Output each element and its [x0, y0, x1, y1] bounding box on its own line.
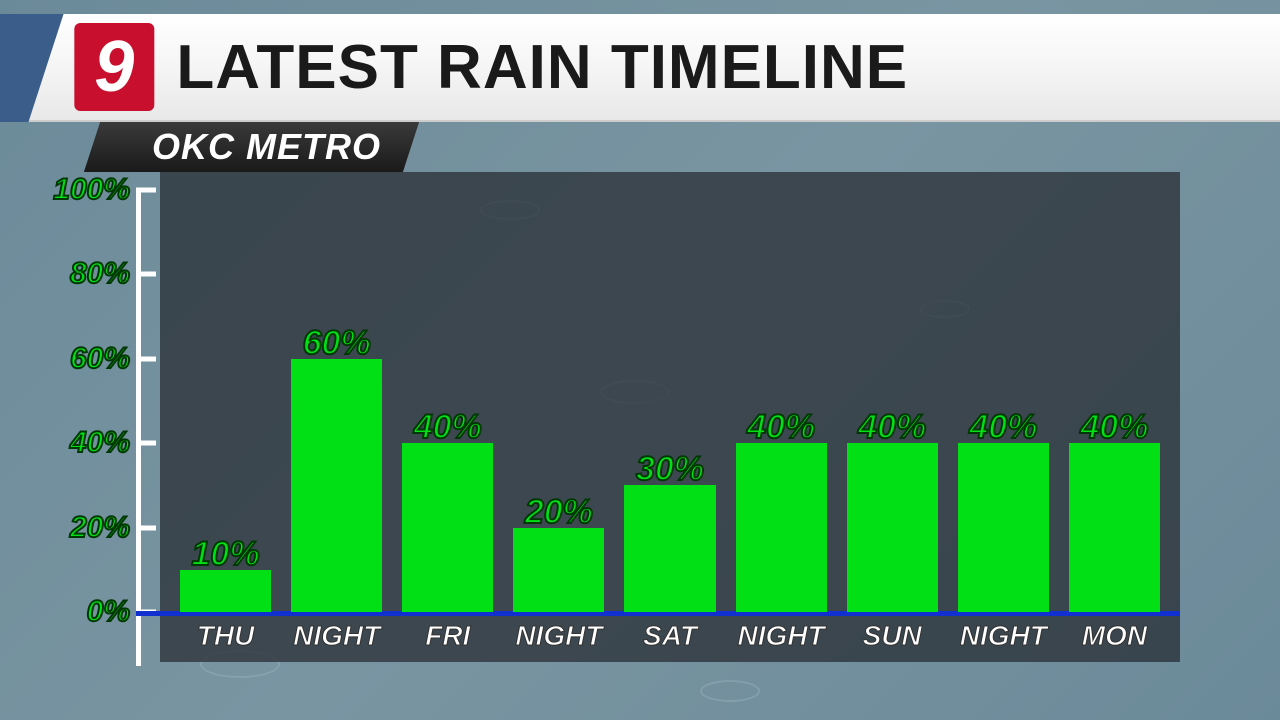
y-tick-label: 100% [53, 173, 130, 207]
station-logo: 9 [74, 23, 154, 111]
bar-group: 30% [614, 190, 725, 612]
bar-group: 10% [170, 190, 281, 612]
x-axis-label: NIGHT [726, 620, 837, 652]
bar-group: 20% [503, 190, 614, 612]
x-axis-label: SUN [837, 620, 948, 652]
x-axis-label: FRI [392, 620, 503, 652]
y-axis-line [136, 190, 141, 666]
x-labels: THUNIGHTFRINIGHTSATNIGHTSUNNIGHTMON [170, 620, 1170, 652]
bar-group: 40% [948, 190, 1059, 612]
subtitle-bar: OKC METRO [84, 122, 419, 172]
bar-group: 40% [726, 190, 837, 612]
subtitle-text: OKC METRO [152, 126, 381, 168]
x-axis-label: MON [1059, 620, 1170, 652]
bar-value-label: 40% [969, 408, 1037, 447]
bar [513, 528, 604, 612]
y-tick-label: 20% [70, 511, 130, 545]
bar-group: 40% [1059, 190, 1170, 612]
x-axis-label: THU [170, 620, 281, 652]
bar [291, 359, 382, 612]
rain-chart: 0% 20% 40% 60% 80% 100% 10% 60% 40% 20% 30% 40% 40%… [20, 172, 1170, 662]
bar [847, 443, 938, 612]
header-bar: 9 LATEST RAIN TIMELINE [0, 14, 1280, 122]
y-tick-label: 0% [87, 595, 130, 629]
bars-container: 10% 60% 40% 20% 30% 40% 40% 40% 40% [170, 190, 1170, 612]
y-tick-label: 80% [70, 257, 130, 291]
x-axis-label: SAT [614, 620, 725, 652]
bar-value-label: 30% [636, 450, 704, 489]
y-tick-label: 40% [70, 426, 130, 460]
bar [180, 570, 271, 612]
bar-group: 60% [281, 190, 392, 612]
bar-value-label: 40% [747, 408, 815, 447]
bar-value-label: 40% [1080, 408, 1148, 447]
x-axis-label: NIGHT [948, 620, 1059, 652]
bar [1069, 443, 1160, 612]
bar [958, 443, 1049, 612]
bar [736, 443, 827, 612]
y-tick-label: 60% [70, 342, 130, 376]
header-main: 9 LATEST RAIN TIMELINE [28, 14, 1280, 122]
bar-value-label: 60% [303, 324, 371, 363]
page-title: LATEST RAIN TIMELINE [176, 32, 908, 103]
logo-text: 9 [94, 26, 134, 108]
x-axis-label: NIGHT [503, 620, 614, 652]
bar-value-label: 40% [858, 408, 926, 447]
bar-value-label: 40% [414, 408, 482, 447]
bar-group: 40% [837, 190, 948, 612]
x-axis-label: NIGHT [281, 620, 392, 652]
bar-value-label: 10% [192, 535, 260, 574]
bar [624, 485, 715, 612]
bar [402, 443, 493, 612]
bar-value-label: 20% [525, 493, 593, 532]
bar-group: 40% [392, 190, 503, 612]
